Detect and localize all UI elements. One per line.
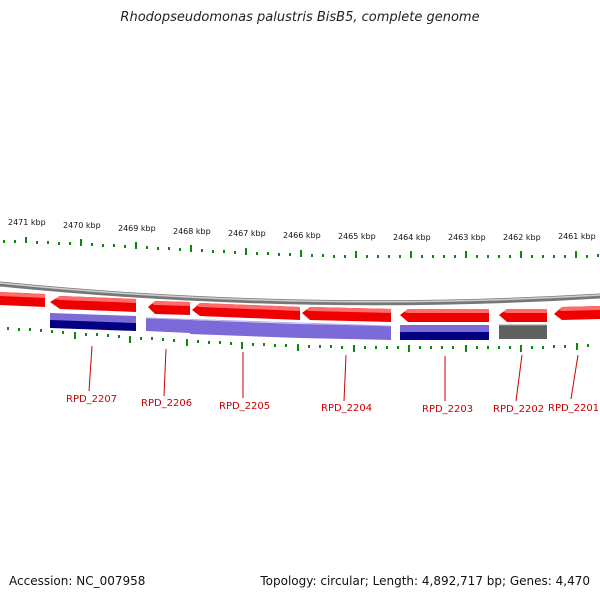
blast-hit-bar-dark xyxy=(400,332,489,340)
blast-hit-bar-dark xyxy=(50,320,136,331)
gene-label: RPD_2205 xyxy=(219,401,270,412)
blast-hits xyxy=(50,313,547,340)
scale-label: 2468 kbp xyxy=(173,227,211,236)
gene-label-leaders xyxy=(88,345,579,402)
scale-label: 2469 kbp xyxy=(118,224,156,233)
gene-arrow-highlight xyxy=(558,306,600,311)
blast-hit-bar-gray xyxy=(499,325,547,339)
scale-label: 2461 kbp xyxy=(558,232,596,241)
scale-label: 2467 kbp xyxy=(228,229,266,238)
scale-label: 2471 kbp xyxy=(8,218,46,227)
blast-hit-bar xyxy=(190,320,300,338)
scale-label: 2463 kbp xyxy=(448,233,486,242)
gene-label: RPD_2203 xyxy=(422,404,473,415)
gene-arrow-highlight xyxy=(55,296,136,303)
gene-label: RPD_2207 xyxy=(66,394,117,405)
genome-summary-text: Topology: circular; Length: 4,892,717 bp… xyxy=(260,574,590,588)
gene-labels: RPD_2207 RPD_2206 RPD_2205 RPD_2204 RPD_… xyxy=(66,394,599,415)
accession-text: Accession: NC_007958 xyxy=(9,574,146,588)
gene-label: RPD_2202 xyxy=(493,404,544,415)
gene-arrow-highlight xyxy=(152,301,190,306)
genome-backbone-highlight xyxy=(0,282,600,303)
gene-arrow-highlight xyxy=(306,307,391,313)
scale-label: 2462 kbp xyxy=(503,233,541,242)
scale-labels: 2471 kbp 2470 kbp 2469 kbp 2468 kbp 2467… xyxy=(8,218,596,242)
blast-hit-bar xyxy=(300,324,391,340)
blast-hit-bar xyxy=(146,318,190,333)
gene-label: RPD_2206 xyxy=(141,398,192,409)
blast-hit-highlight xyxy=(145,317,392,327)
lower-scale-ticks xyxy=(7,327,589,352)
scale-label: 2465 kbp xyxy=(338,232,376,241)
blast-hit-bar xyxy=(400,325,489,332)
upper-scale-ticks xyxy=(3,237,599,258)
gene-arrow-highlight xyxy=(0,292,45,298)
map-title: Rhodopseudomonas palustris BisB5, comple… xyxy=(120,10,480,25)
scale-label: 2464 kbp xyxy=(393,233,431,242)
genome-backbone xyxy=(0,281,600,306)
gene-label: RPD_2204 xyxy=(321,403,372,414)
scale-label: 2470 kbp xyxy=(63,221,101,230)
blast-hit-bar xyxy=(50,313,136,323)
scale-label: 2466 kbp xyxy=(283,231,321,240)
gene-arrow-highlight xyxy=(196,303,300,311)
gene-label: RPD_2201 xyxy=(548,403,599,414)
gene-arrow-highlight xyxy=(503,309,547,313)
gene-arrows xyxy=(0,292,600,322)
gene-arrow-highlight xyxy=(404,309,489,313)
